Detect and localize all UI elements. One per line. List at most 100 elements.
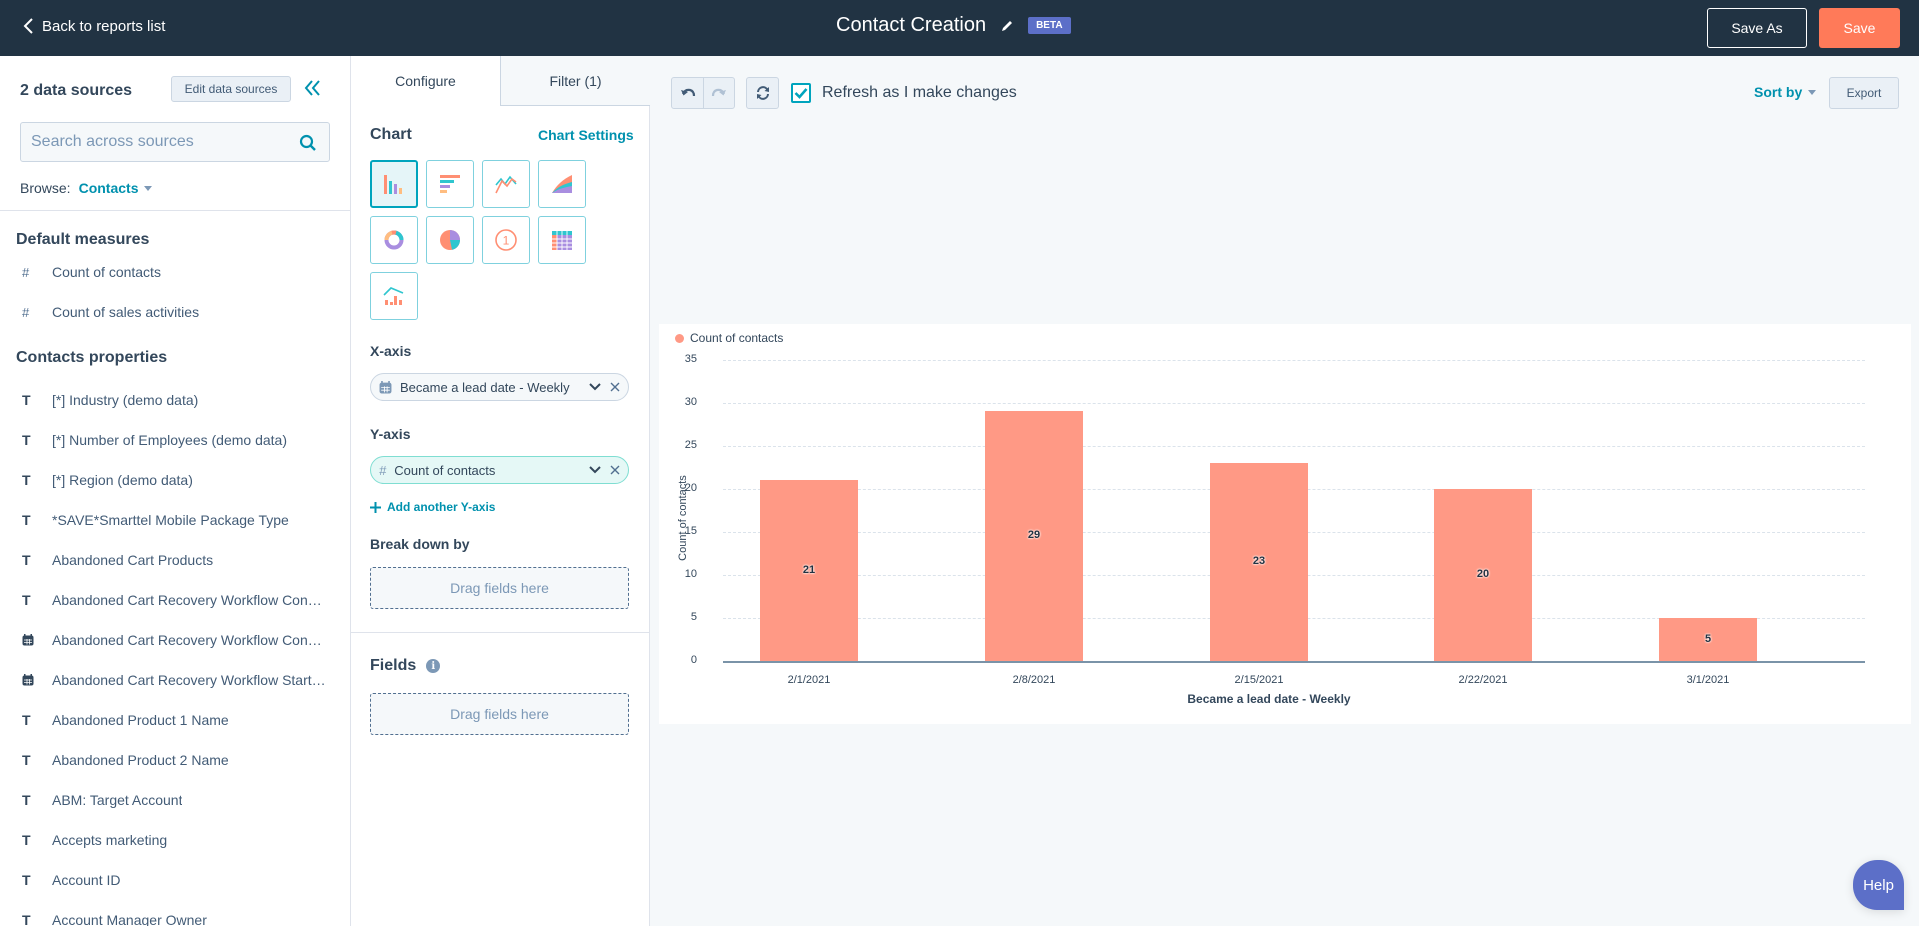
refresh-checkbox[interactable] bbox=[791, 83, 811, 103]
pencil-icon[interactable] bbox=[1000, 19, 1014, 33]
back-to-reports-link[interactable]: Back to reports list bbox=[22, 17, 165, 35]
browse-object-dropdown[interactable]: Contacts bbox=[79, 180, 153, 196]
y-tick: 0 bbox=[690, 654, 697, 666]
search-sources-field[interactable] bbox=[20, 122, 330, 162]
top-bar: Back to reports list Contact Creation BE… bbox=[0, 0, 1919, 56]
property-item[interactable]: T Abandoned Product 2 Name bbox=[22, 745, 332, 775]
bar-2-1-2021[interactable] bbox=[760, 480, 858, 661]
undo-redo-group bbox=[671, 77, 735, 109]
hash-icon: # bbox=[22, 304, 30, 320]
break-down-dropzone[interactable]: Drag fields here bbox=[370, 567, 629, 609]
browse-row: Browse: Contacts bbox=[20, 180, 153, 196]
chart-type-combo[interactable] bbox=[370, 272, 418, 320]
property-item[interactable]: T Abandoned Product 1 Name bbox=[22, 705, 332, 735]
bar-3-1-2021[interactable] bbox=[1659, 618, 1757, 661]
chart-area: Refresh as I make changes Sort by Export… bbox=[651, 56, 1919, 926]
property-item[interactable]: T Account Manager Owner bbox=[22, 905, 332, 926]
y-axis-field[interactable]: # Count of contacts bbox=[370, 456, 629, 484]
collapse-sidebar-icon[interactable] bbox=[303, 77, 323, 99]
combo-chart-icon bbox=[383, 287, 404, 305]
chevron-down-icon[interactable] bbox=[588, 463, 602, 477]
chart-type-summary[interactable]: 1 bbox=[482, 216, 530, 264]
add-y-axis-link[interactable]: Add another Y-axis bbox=[370, 500, 495, 514]
text-icon: T bbox=[22, 832, 31, 848]
search-icon[interactable] bbox=[299, 134, 317, 152]
y-axis-value: Count of contacts bbox=[394, 462, 496, 478]
horizontal-bar-chart-icon bbox=[440, 175, 460, 193]
beta-badge: BETA bbox=[1028, 17, 1071, 34]
x-axis-label: X-axis bbox=[370, 343, 412, 359]
add-y-axis-label: Add another Y-axis bbox=[387, 500, 496, 514]
property-item[interactable]: T Abandoned Cart Recovery Workflow Con… bbox=[22, 585, 332, 615]
chart-type-pie[interactable] bbox=[426, 216, 474, 264]
x-axis-field[interactable]: Became a lead date - Weekly bbox=[370, 373, 629, 401]
property-label: [*] Region (demo data) bbox=[52, 472, 193, 488]
property-item[interactable]: T Abandoned Cart Products bbox=[22, 545, 332, 575]
measure-item[interactable]: # Count of sales activities bbox=[22, 297, 332, 327]
line-chart-icon bbox=[495, 175, 517, 194]
sort-by-dropdown[interactable]: Sort by bbox=[1754, 84, 1817, 100]
bar-value: 21 bbox=[802, 564, 816, 576]
undo-button[interactable] bbox=[672, 78, 703, 108]
close-icon[interactable] bbox=[610, 465, 620, 475]
edit-data-sources-button[interactable]: Edit data sources bbox=[171, 76, 291, 102]
text-icon: T bbox=[22, 912, 31, 926]
bar-2-22-2021[interactable] bbox=[1434, 489, 1532, 661]
property-item[interactable]: Abandoned Cart Recovery Workflow Con… bbox=[22, 625, 332, 655]
property-label: [*] Industry (demo data) bbox=[52, 392, 199, 408]
save-as-button[interactable]: Save As bbox=[1707, 8, 1807, 48]
chart-settings-link[interactable]: Chart Settings bbox=[538, 127, 634, 143]
chart-type-vertical-bar[interactable] bbox=[370, 160, 418, 208]
property-item[interactable]: Abandoned Cart Recovery Workflow Start… bbox=[22, 665, 332, 695]
property-item[interactable]: T ABM: Target Account bbox=[22, 785, 332, 815]
tab-filter[interactable]: Filter (1) bbox=[500, 56, 650, 106]
chart-legend[interactable]: Count of contacts bbox=[675, 331, 783, 345]
divider bbox=[0, 210, 350, 211]
bar-2-8-2021[interactable] bbox=[985, 411, 1083, 661]
property-label: Abandoned Cart Products bbox=[52, 552, 214, 568]
calendar-icon bbox=[379, 380, 392, 393]
measure-item[interactable]: # Count of contacts bbox=[22, 257, 332, 287]
data-sources-heading: 2 data sources bbox=[20, 82, 133, 99]
chart-type-donut[interactable] bbox=[370, 216, 418, 264]
property-item[interactable]: T [*] Number of Employees (demo data) bbox=[22, 425, 332, 455]
info-icon[interactable]: i bbox=[426, 659, 441, 673]
caret-down-icon bbox=[144, 185, 153, 191]
close-icon[interactable] bbox=[610, 382, 620, 392]
property-item[interactable]: T *SAVE*Smarttel Mobile Package Type bbox=[22, 505, 332, 535]
chevron-down-icon[interactable] bbox=[588, 380, 602, 394]
property-item[interactable]: T Account ID bbox=[22, 865, 332, 895]
chart-type-horizontal-bar[interactable] bbox=[426, 160, 474, 208]
break-down-label: Break down by bbox=[370, 536, 470, 552]
fields-dropzone[interactable]: Drag fields here bbox=[370, 693, 629, 735]
property-label: Accepts marketing bbox=[52, 832, 168, 848]
property-item[interactable]: T [*] Industry (demo data) bbox=[22, 385, 332, 415]
redo-icon bbox=[711, 88, 726, 97]
chart-type-area[interactable] bbox=[538, 160, 586, 208]
refresh-button[interactable] bbox=[747, 78, 778, 108]
chart-type-table[interactable] bbox=[538, 216, 586, 264]
chart-type-line[interactable] bbox=[482, 160, 530, 208]
divider bbox=[351, 632, 650, 633]
property-item[interactable]: T [*] Region (demo data) bbox=[22, 465, 332, 495]
redo-button[interactable] bbox=[703, 78, 734, 108]
save-button[interactable]: Save bbox=[1819, 8, 1900, 48]
hash-icon: # bbox=[22, 264, 30, 280]
search-sources-input[interactable] bbox=[21, 123, 291, 161]
checkmark-icon bbox=[794, 88, 808, 99]
plus-icon bbox=[370, 501, 381, 513]
y-tick: 30 bbox=[684, 396, 697, 408]
bar-value: 23 bbox=[1252, 555, 1266, 567]
bar-2-15-2021[interactable] bbox=[1210, 463, 1308, 661]
property-label: [*] Number of Employees (demo data) bbox=[52, 432, 287, 448]
refresh-group bbox=[746, 77, 779, 109]
property-label: ABM: Target Account bbox=[52, 792, 183, 808]
tab-configure[interactable]: Configure bbox=[351, 56, 500, 106]
export-button[interactable]: Export bbox=[1829, 77, 1899, 109]
text-icon: T bbox=[22, 592, 31, 608]
text-icon: T bbox=[22, 752, 31, 768]
property-label: Abandoned Product 1 Name bbox=[52, 712, 229, 728]
property-item[interactable]: T Accepts marketing bbox=[22, 825, 332, 855]
help-button[interactable]: Help bbox=[1853, 860, 1904, 910]
table-chart-icon bbox=[552, 231, 572, 250]
